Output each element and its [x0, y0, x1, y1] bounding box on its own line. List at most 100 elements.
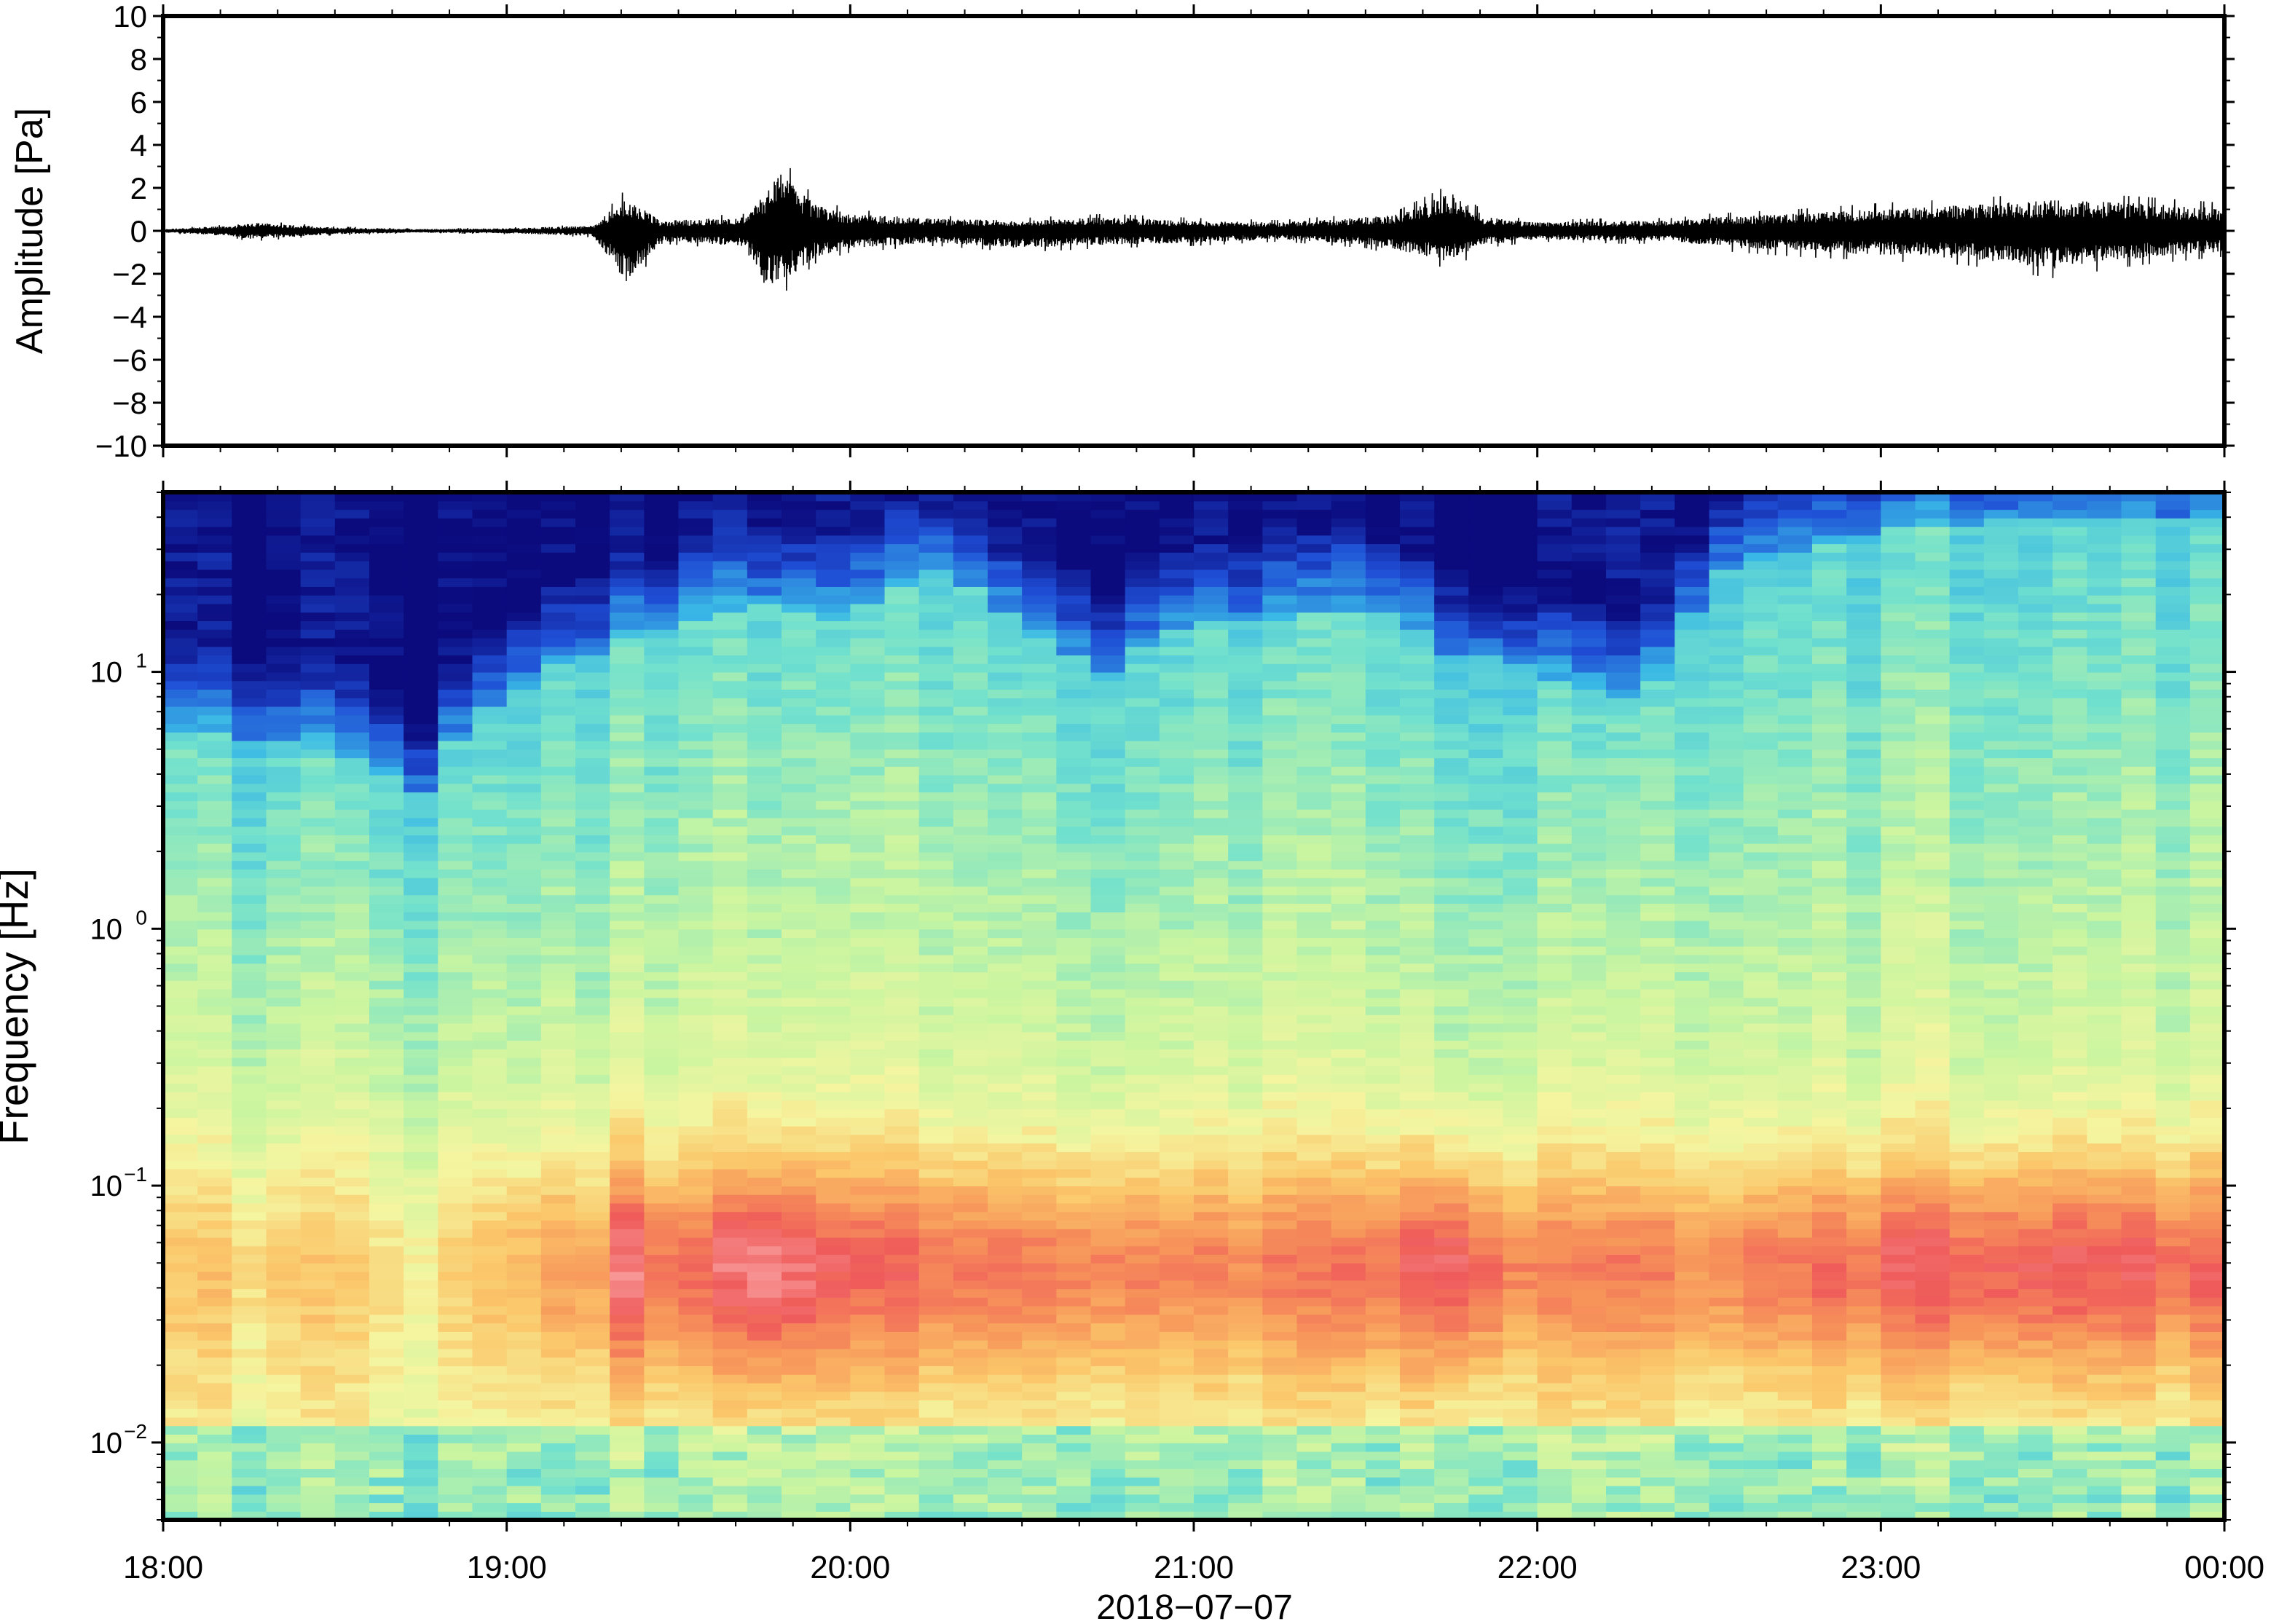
- spectrogram-cell: [1056, 800, 1092, 810]
- spectrogram-cell: [1194, 1237, 1229, 1247]
- spectrogram-cell: [1022, 817, 1057, 827]
- spectrogram-cell: [472, 766, 508, 776]
- spectrogram-cell: [1228, 620, 1263, 630]
- spectrogram-cell: [1468, 1220, 1504, 1229]
- spectrogram-cell: [369, 1416, 404, 1427]
- spectrogram-cell: [1434, 1065, 1469, 1076]
- spectrogram-cell: [334, 671, 370, 682]
- spectrogram-cell: [1194, 689, 1229, 698]
- spectrogram-cell: [782, 1194, 816, 1204]
- spectrogram-cell: [1125, 920, 1160, 930]
- spectrogram-cell: [1296, 988, 1332, 998]
- spectrogram-cell: [404, 629, 438, 639]
- spectrogram-cell: [1365, 1031, 1401, 1041]
- spectrogram-cell: [816, 946, 851, 955]
- spectrogram-cell: [1022, 1297, 1057, 1306]
- spectrogram-cell: [300, 1143, 336, 1152]
- spectrogram-cell: [1400, 1220, 1435, 1229]
- spectrogram-cell: [1159, 1143, 1194, 1152]
- spectrogram-cell: [1090, 860, 1126, 870]
- spectrogram-cell: [1056, 775, 1092, 784]
- spectrogram-cell: [850, 1040, 886, 1049]
- spectrogram-cell: [712, 937, 748, 947]
- spectrogram-cell: [644, 629, 680, 639]
- spectrogram-cell: [884, 569, 920, 579]
- spectrogram-cell: [197, 886, 232, 896]
- spectrogram-cell: [884, 1065, 920, 1076]
- spectrogram-cell: [1159, 1391, 1194, 1400]
- spectrogram-cell: [438, 1211, 473, 1221]
- spectrogram-cell: [334, 723, 370, 733]
- spectrogram-cell: [1262, 860, 1298, 870]
- spectrogram-cell: [1434, 1177, 1469, 1187]
- spectrogram-cell: [1056, 1400, 1092, 1409]
- spectrogram-cell: [540, 920, 576, 930]
- spectrogram-cell: [747, 1331, 782, 1341]
- spectrogram-cell: [1434, 586, 1469, 596]
- spectrogram-cell: [575, 1263, 610, 1272]
- spectrogram-cell: [1125, 578, 1160, 587]
- spectrogram-cell: [1159, 663, 1194, 673]
- spectrogram-cell: [1228, 903, 1263, 912]
- spectrogram-cell: [1022, 894, 1057, 904]
- spectrogram-cell: [1056, 1288, 1092, 1298]
- spectrogram-cell: [610, 612, 645, 621]
- spectrogram-cell: [644, 1331, 680, 1341]
- spectrogram-cell: [1400, 912, 1435, 921]
- spectrogram-cell: [300, 603, 336, 613]
- spectrogram-cell: [1537, 1237, 1573, 1247]
- spectrogram-cell: [300, 1160, 336, 1170]
- spectrogram-cell: [1468, 1031, 1504, 1041]
- spectrogram-cell: [1228, 920, 1263, 930]
- spectrogram-cell: [850, 946, 886, 955]
- spectrogram-cell: [988, 612, 1023, 621]
- spectrogram-cell: [712, 698, 748, 707]
- spectrogram-cell: [438, 1306, 473, 1315]
- spectrogram-cell: [369, 835, 404, 844]
- spectrogram-cell: [1228, 988, 1263, 998]
- spectrogram-cell: [1159, 1117, 1194, 1127]
- spectrogram-cell: [988, 997, 1023, 1007]
- spectrogram-cell: [610, 1340, 645, 1349]
- spectrogram-cell: [300, 1254, 336, 1264]
- spectrogram-cell: [266, 775, 302, 784]
- spectrogram-cell: [197, 946, 232, 955]
- spectrogram-cell: [1296, 886, 1332, 896]
- spectrogram-cell: [472, 1151, 508, 1161]
- spectrogram-cell: [1228, 1049, 1263, 1058]
- spectrogram-cell: [1537, 1494, 1573, 1504]
- spectrogram-cell: [1262, 1143, 1298, 1152]
- spectrogram-cell: [1296, 860, 1332, 870]
- spectrogram-cell: [232, 912, 267, 921]
- spectrogram-cell: [1194, 1194, 1229, 1204]
- spectrogram-cell: [610, 1297, 645, 1306]
- spectrogram-cell: [540, 817, 576, 827]
- spectrogram-cell: [1159, 1006, 1194, 1015]
- spectrogram-cell: [918, 671, 954, 682]
- spectrogram-cell: [575, 971, 610, 981]
- spectrogram-cell: [438, 1340, 473, 1349]
- spectrogram-cell: [1056, 518, 1092, 527]
- spectrogram-cell: [782, 851, 816, 862]
- spectrogram-cell: [610, 766, 645, 776]
- spectrogram-cell: [712, 809, 748, 819]
- spectrogram-cell: [334, 1408, 370, 1418]
- spectrogram-cell: [197, 997, 232, 1007]
- spectrogram-cell: [334, 1400, 370, 1409]
- spectrogram-cell: [918, 988, 954, 998]
- spectrogram-cell: [1056, 629, 1092, 639]
- spectrogram-cell: [472, 1211, 508, 1221]
- spectrogram-cell: [506, 500, 542, 511]
- spectrogram-cell: [232, 843, 267, 853]
- spectrogram-cell: [197, 535, 232, 545]
- spectrogram-cell: [232, 963, 267, 973]
- spectrogram-cell: [1434, 680, 1469, 690]
- spectrogram-cell: [1090, 1314, 1126, 1324]
- spectrogram-cell: [1331, 1006, 1366, 1015]
- spectrogram-cell: [953, 1083, 988, 1092]
- spectrogram-cell: [1090, 1092, 1126, 1101]
- spectrogram-cell: [575, 740, 610, 750]
- spectrogram-cell: [506, 595, 542, 604]
- spectrogram-cell: [1468, 1280, 1504, 1290]
- spectrogram-cell: [712, 1391, 748, 1400]
